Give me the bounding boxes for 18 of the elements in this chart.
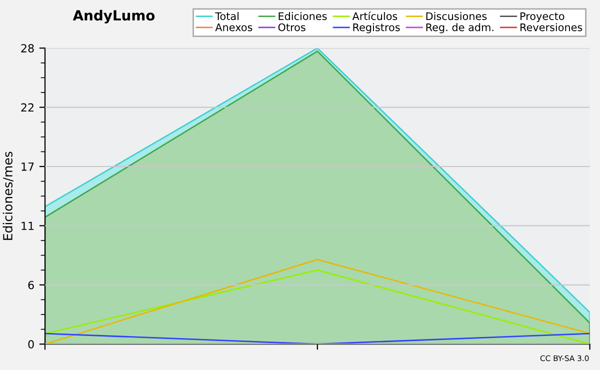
legend-label: Total [215,12,238,20]
y-tick-label: 28 [21,44,34,52]
legend-label: Reversiones [520,23,582,32]
legend-label: Otros [278,23,306,32]
legend-label: Proyecto [520,12,564,22]
y-tick-label: 22 [21,103,34,112]
legend-label: Artículos [352,12,398,20]
chart-title: AndyLumo [72,10,155,24]
y-tick-label: 0 [28,340,34,348]
y-axis-title: Ediciones/mes [2,152,14,240]
legend-label: Anexos [215,23,252,32]
legend-label: Registros [353,23,400,34]
y-tick-label: 11 [22,222,34,230]
y-tick-label: 6 [28,280,34,290]
legend-label: Reg. de adm. [426,23,494,34]
legend-label: Ediciones [278,12,327,20]
y-tick-label: 17 [22,162,34,171]
legend-label: Discusiones [426,12,487,20]
